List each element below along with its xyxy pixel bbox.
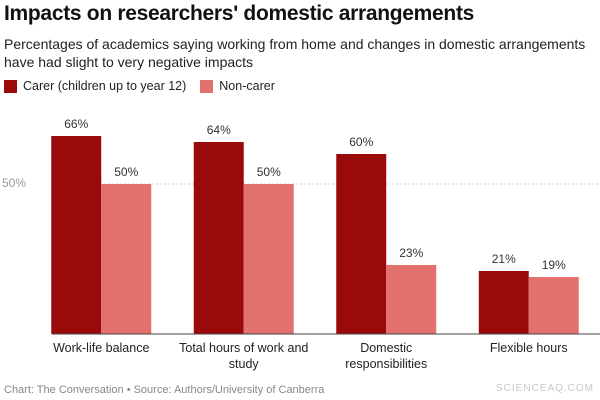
footer: Chart: The Conversation • Source: Author… bbox=[4, 384, 325, 396]
value-label: 19% bbox=[542, 258, 566, 272]
bar bbox=[101, 184, 152, 334]
value-label: 66% bbox=[64, 117, 88, 131]
legend-item: Non-carer bbox=[200, 79, 275, 93]
bar bbox=[528, 277, 579, 334]
legend-label: Carer (children up to year 12) bbox=[23, 79, 187, 93]
bar bbox=[243, 184, 294, 334]
bar bbox=[336, 154, 387, 334]
chart-subtitle: Percentages of academics saying working … bbox=[4, 36, 586, 70]
bar bbox=[478, 271, 529, 334]
value-label: 64% bbox=[207, 123, 231, 137]
x-tick-label: Domestic responsibilities bbox=[345, 341, 428, 371]
legend-item: Carer (children up to year 12) bbox=[4, 79, 186, 93]
value-label: 23% bbox=[399, 246, 423, 260]
bar bbox=[51, 136, 102, 334]
legend: Carer (children up to year 12) Non-carer bbox=[4, 79, 275, 93]
value-label: 50% bbox=[114, 165, 138, 179]
value-label: 50% bbox=[257, 165, 281, 179]
x-tick-label: Total hours of work and study bbox=[179, 341, 309, 371]
legend-swatch bbox=[200, 79, 214, 93]
x-tick-label: Flexible hours bbox=[489, 341, 568, 355]
value-label: 21% bbox=[492, 252, 516, 266]
y-tick-label: 50% bbox=[2, 176, 26, 190]
bar bbox=[193, 142, 244, 334]
x-tick-label: Work-life balance bbox=[53, 341, 150, 355]
value-label: 60% bbox=[349, 135, 373, 149]
watermark: SCIENCEAQ.COM bbox=[495, 383, 594, 394]
legend-swatch bbox=[4, 79, 17, 93]
bar bbox=[386, 265, 437, 334]
legend-label: Non-carer bbox=[219, 79, 275, 93]
chart-title: Impacts on researchers' domestic arrange… bbox=[4, 2, 475, 25]
